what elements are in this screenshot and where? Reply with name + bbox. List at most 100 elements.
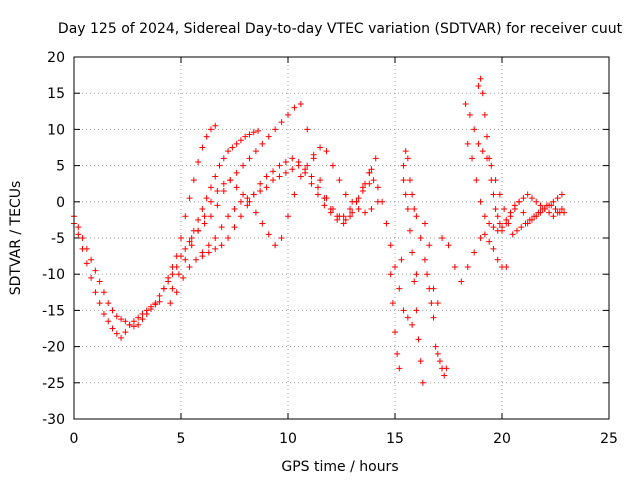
data-point [342,216,349,223]
data-point [552,206,559,213]
data-point [451,263,458,270]
data-point [362,209,369,216]
data-point [409,249,416,256]
x-tick-label: 5 [177,431,186,447]
data-point [469,155,476,162]
data-point [554,195,561,202]
data-point [402,148,409,155]
y-axis-label: SDTVAR / TECUs [8,181,24,296]
data-point [237,198,244,205]
data-point [246,131,253,138]
data-point [387,242,394,249]
data-point [244,202,251,209]
data-point [413,271,420,278]
data-point [486,155,493,162]
series-trace-11 [462,101,568,238]
data-point [201,213,208,220]
data-point [404,155,411,162]
data-point [490,224,497,231]
y-tick-label: -30 [42,412,65,428]
data-point [175,271,182,278]
y-tick-labels: -30 -25 -20 -15 -10 -5 0 5 10 15 20 [42,50,65,428]
data-point [546,209,553,216]
data-point [400,307,407,314]
data-point [220,155,227,162]
data-point [413,307,420,314]
data-point [488,162,495,169]
data-point [188,235,195,241]
data-point [109,325,116,332]
data-point [257,187,264,194]
data-point [349,209,356,216]
data-point [310,151,317,158]
data-point [516,198,523,205]
data-point [509,231,516,238]
data-point [233,184,240,191]
data-point [237,213,244,220]
data-point [167,300,174,307]
data-point [314,191,321,198]
data-point [92,267,99,274]
data-point [302,166,309,173]
data-point [484,133,491,140]
data-point [488,177,495,184]
data-point [270,168,277,175]
data-point [231,224,238,231]
x-tick-label: 15 [386,431,404,447]
data-point [203,195,210,202]
data-point [122,329,129,336]
data-point [554,209,561,216]
data-point [225,213,232,220]
series-trace-7 [366,169,441,328]
data-point [426,285,433,292]
data-point [308,173,315,180]
data-point [297,101,304,108]
data-point [415,336,422,343]
data-point [404,206,411,213]
data-point [220,180,227,187]
data-point [242,133,249,140]
data-point [105,318,112,325]
data-point [392,329,398,336]
y-tick-label: -10 [42,267,65,283]
data-point [259,220,266,227]
y-tick-label: 20 [47,50,65,66]
data-point [220,187,227,194]
data-point [195,216,202,223]
data-point [314,184,321,191]
data-point [379,198,386,205]
data-point [308,180,315,187]
data-point [214,202,221,209]
data-point [323,148,330,155]
data-point [481,213,488,220]
data-point [417,235,424,241]
data-point [212,245,219,252]
series-trace-5 [169,144,381,292]
data-point [186,263,193,270]
data-point [130,323,137,330]
data-point [496,191,503,198]
data-point [520,209,527,216]
data-point [143,307,150,314]
data-point [205,242,212,249]
data-point [233,169,240,176]
data-point [229,144,236,151]
data-point [178,253,184,260]
data-point [471,249,478,256]
data-point [430,314,437,321]
data-point [366,169,373,176]
data-point [218,224,225,231]
data-point [368,206,375,213]
data-point [400,177,407,184]
data-point [92,289,99,296]
data-point [424,271,431,278]
data-point [409,321,416,328]
data-point [188,242,195,249]
data-point [246,198,253,205]
data-point [503,220,510,227]
data-point [257,180,264,187]
data-point [88,256,95,263]
data-point [466,111,473,118]
data-point [533,198,540,205]
